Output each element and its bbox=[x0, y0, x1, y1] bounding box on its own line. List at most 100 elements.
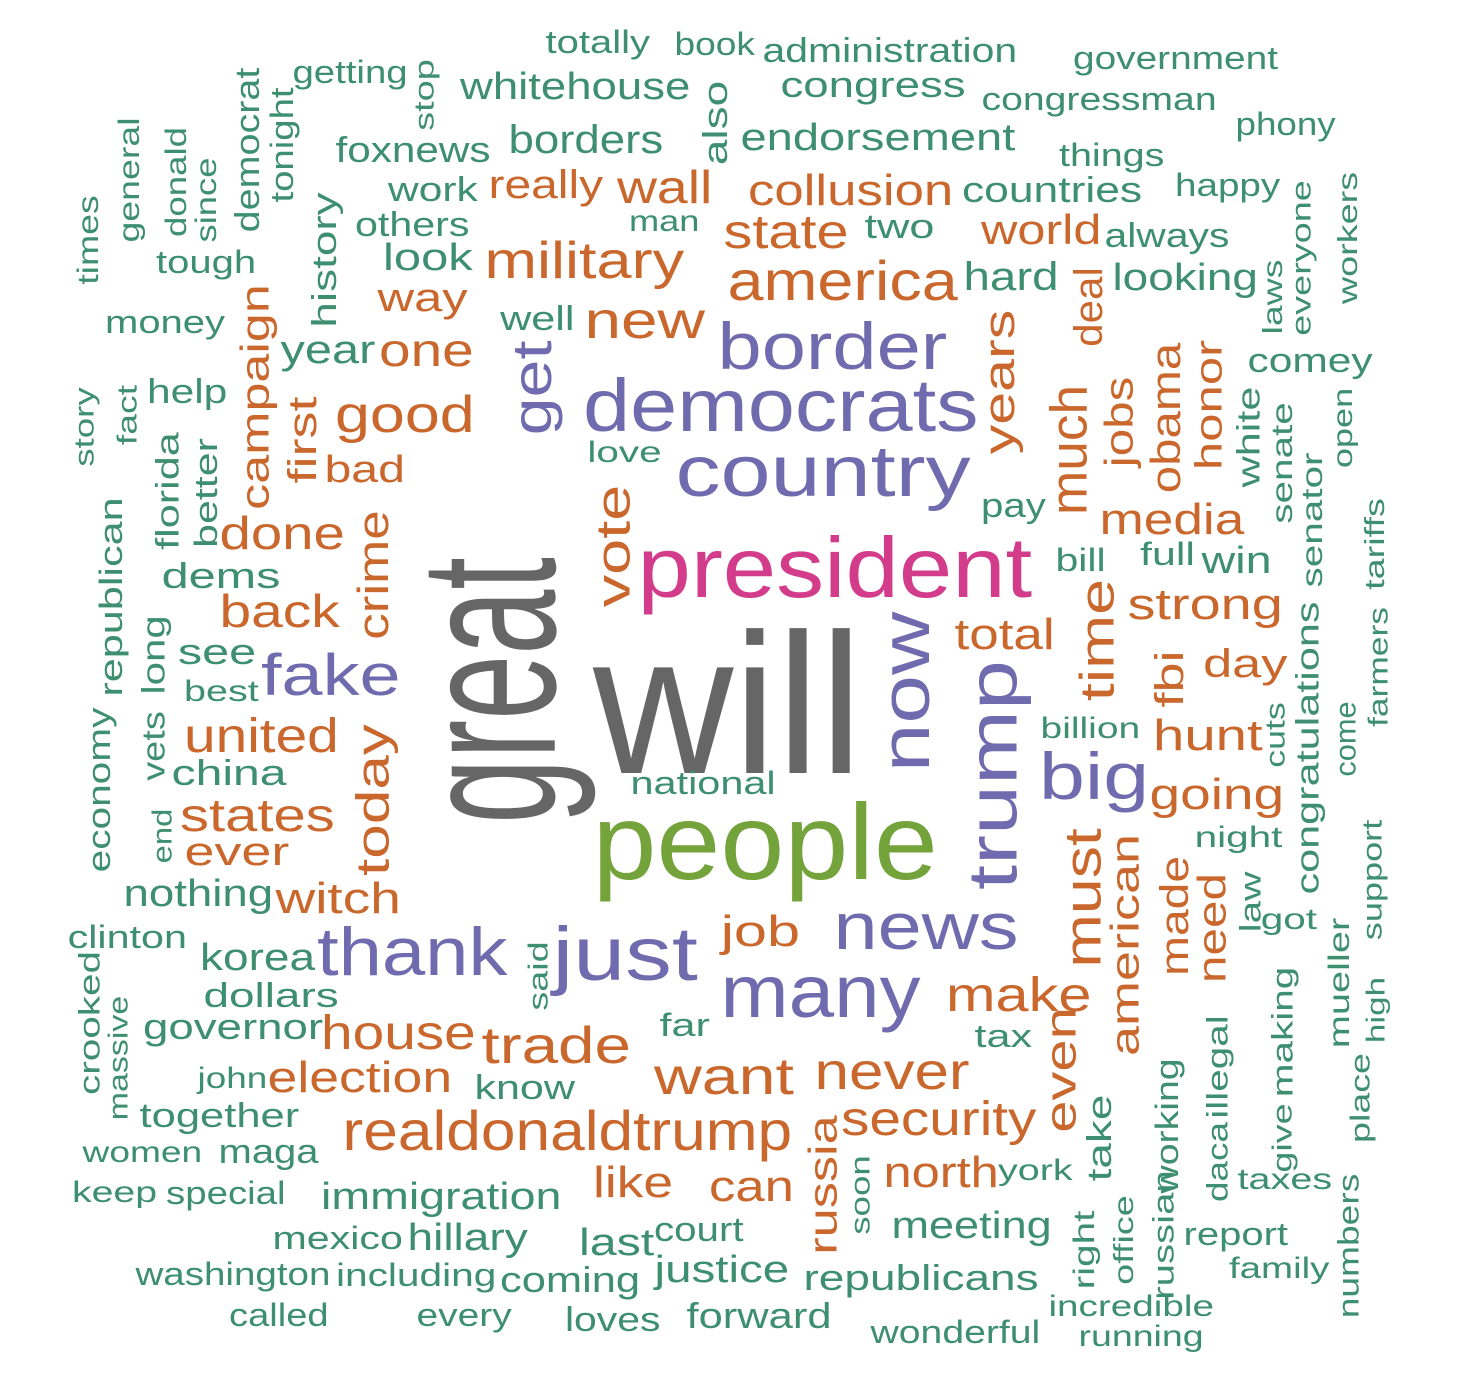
cloud-word-coming: coming bbox=[499, 1259, 641, 1300]
cloud-word-bad: bad bbox=[323, 449, 405, 491]
cloud-word-well: well bbox=[499, 300, 575, 338]
cloud-word-end: end bbox=[145, 808, 177, 864]
cloud-word-mexico: mexico bbox=[271, 1220, 403, 1256]
cloud-word-immigration: immigration bbox=[321, 1176, 562, 1218]
cloud-word-cuts: cuts bbox=[1259, 702, 1291, 768]
cloud-word-get: get bbox=[499, 340, 563, 436]
cloud-word-full: full bbox=[1139, 536, 1195, 572]
cloud-word-report: report bbox=[1183, 1216, 1289, 1252]
cloud-word-office: office bbox=[1108, 1195, 1140, 1285]
cloud-word-place: place bbox=[1343, 1053, 1375, 1143]
cloud-word-man: man bbox=[628, 205, 700, 238]
cloud-word-democrat: democrat bbox=[228, 67, 267, 233]
cloud-word-billion: billion bbox=[1040, 712, 1140, 745]
cloud-word-endorsement: endorsement bbox=[740, 117, 1016, 159]
cloud-word-times: times bbox=[71, 195, 105, 285]
cloud-word-american: american bbox=[1102, 833, 1147, 1057]
cloud-word-state: state bbox=[723, 206, 849, 259]
cloud-word-north: north bbox=[883, 1148, 999, 1197]
cloud-word-today: today bbox=[345, 724, 398, 876]
cloud-word-trump: trump bbox=[952, 660, 1031, 890]
cloud-word-vote: vote bbox=[586, 484, 640, 608]
cloud-word-time: time bbox=[1070, 578, 1124, 702]
cloud-word-military: military bbox=[484, 232, 684, 290]
cloud-word-looking: looking bbox=[1112, 257, 1258, 299]
cloud-word-administration: administration bbox=[762, 32, 1018, 70]
cloud-word-ever: ever bbox=[184, 830, 290, 874]
cloud-word-even: even bbox=[1036, 1007, 1086, 1133]
cloud-word-high: high bbox=[1360, 976, 1391, 1044]
cloud-word-come: come bbox=[1329, 701, 1363, 777]
cloud-word-witch: witch bbox=[275, 874, 401, 923]
cloud-word-story: story bbox=[67, 387, 99, 467]
cloud-word-done: done bbox=[219, 507, 345, 559]
cloud-word-keep: keep bbox=[71, 1176, 157, 1209]
cloud-word-york: york bbox=[997, 1154, 1073, 1187]
cloud-word-whitehouse: whitehouse bbox=[459, 66, 691, 108]
cloud-word-never: never bbox=[814, 1043, 970, 1101]
cloud-word-loves: loves bbox=[564, 1301, 660, 1339]
cloud-word-making: making bbox=[1265, 966, 1299, 1098]
cloud-word-history: history bbox=[306, 192, 345, 328]
cloud-word-campaign: campaign bbox=[233, 284, 278, 510]
cloud-word-john: john bbox=[197, 1062, 267, 1095]
cloud-word-two: two bbox=[864, 208, 934, 246]
cloud-word-tariffs: tariffs bbox=[1358, 498, 1390, 590]
cloud-word-workers: workers bbox=[1332, 171, 1364, 305]
cloud-word-forward: forward bbox=[686, 1295, 832, 1336]
cloud-word-book: book bbox=[673, 26, 755, 62]
cloud-word-wonderful: wonderful bbox=[870, 1314, 1040, 1350]
cloud-word-foxnews: foxnews bbox=[335, 129, 491, 170]
cloud-word-take: take bbox=[1081, 1094, 1120, 1182]
cloud-word-work: work bbox=[388, 171, 478, 209]
cloud-word-new: new bbox=[583, 292, 705, 350]
cloud-word-hard: hard bbox=[963, 255, 1059, 299]
cloud-word-crooked: crooked bbox=[72, 950, 106, 1096]
cloud-word-national: national bbox=[630, 765, 776, 801]
cloud-word-clinton: clinton bbox=[67, 919, 187, 955]
cloud-word-honor: honor bbox=[1188, 339, 1231, 471]
cloud-word-washington: washington bbox=[135, 1256, 331, 1292]
cloud-word-senate: senate bbox=[1266, 402, 1300, 524]
cloud-word-phony: phony bbox=[1235, 106, 1336, 142]
cloud-word-congratulations: congratulations bbox=[1289, 601, 1326, 895]
cloud-word-security: security bbox=[840, 1093, 1036, 1146]
cloud-word-realdonaldtrump: realdonaldtrump bbox=[342, 1099, 792, 1162]
cloud-word-president: president bbox=[637, 520, 1033, 616]
cloud-word-long: long bbox=[134, 615, 171, 695]
cloud-word-thank: thank bbox=[316, 914, 508, 990]
cloud-word-every: every bbox=[416, 1297, 512, 1333]
cloud-word-many: many bbox=[719, 950, 920, 1033]
cloud-word-tax: tax bbox=[974, 1018, 1032, 1054]
cloud-word-together: together bbox=[139, 1097, 299, 1135]
cloud-word-made: made bbox=[1153, 855, 1198, 977]
cloud-word-like: like bbox=[593, 1158, 674, 1207]
cloud-word-farmers: farmers bbox=[1361, 607, 1393, 727]
cloud-word-can: can bbox=[708, 1162, 794, 1211]
cloud-word-really: really bbox=[488, 163, 604, 207]
cloud-word-crime: crime bbox=[348, 510, 398, 640]
cloud-word-since: since bbox=[190, 157, 224, 243]
cloud-word-pay: pay bbox=[980, 487, 1046, 525]
cloud-word-night: night bbox=[1194, 821, 1282, 854]
cloud-word-will: will bbox=[593, 593, 863, 816]
cloud-word-russian: russian bbox=[1146, 1170, 1180, 1300]
cloud-word-republicans: republicans bbox=[803, 1257, 1039, 1298]
cloud-word-house: house bbox=[320, 1007, 476, 1060]
cloud-word-laws: laws bbox=[1257, 259, 1289, 335]
cloud-word-daca: daca bbox=[1201, 1121, 1235, 1203]
cloud-word-united: united bbox=[183, 710, 339, 763]
cloud-word-meeting: meeting bbox=[890, 1205, 1052, 1247]
cloud-word-fake: fake bbox=[261, 643, 401, 708]
cloud-word-much: much bbox=[1040, 384, 1099, 516]
cloud-word-deal: deal bbox=[1066, 267, 1111, 347]
cloud-word-korea: korea bbox=[199, 937, 315, 979]
cloud-word-see: see bbox=[177, 631, 257, 672]
cloud-word-first: first bbox=[281, 396, 326, 484]
cloud-word-years: years bbox=[974, 309, 1024, 455]
cloud-word-fbi: fbi bbox=[1148, 650, 1193, 708]
cloud-word-border: border bbox=[717, 309, 947, 383]
cloud-word-women: women bbox=[82, 1136, 202, 1169]
cloud-word-money: money bbox=[104, 304, 226, 340]
